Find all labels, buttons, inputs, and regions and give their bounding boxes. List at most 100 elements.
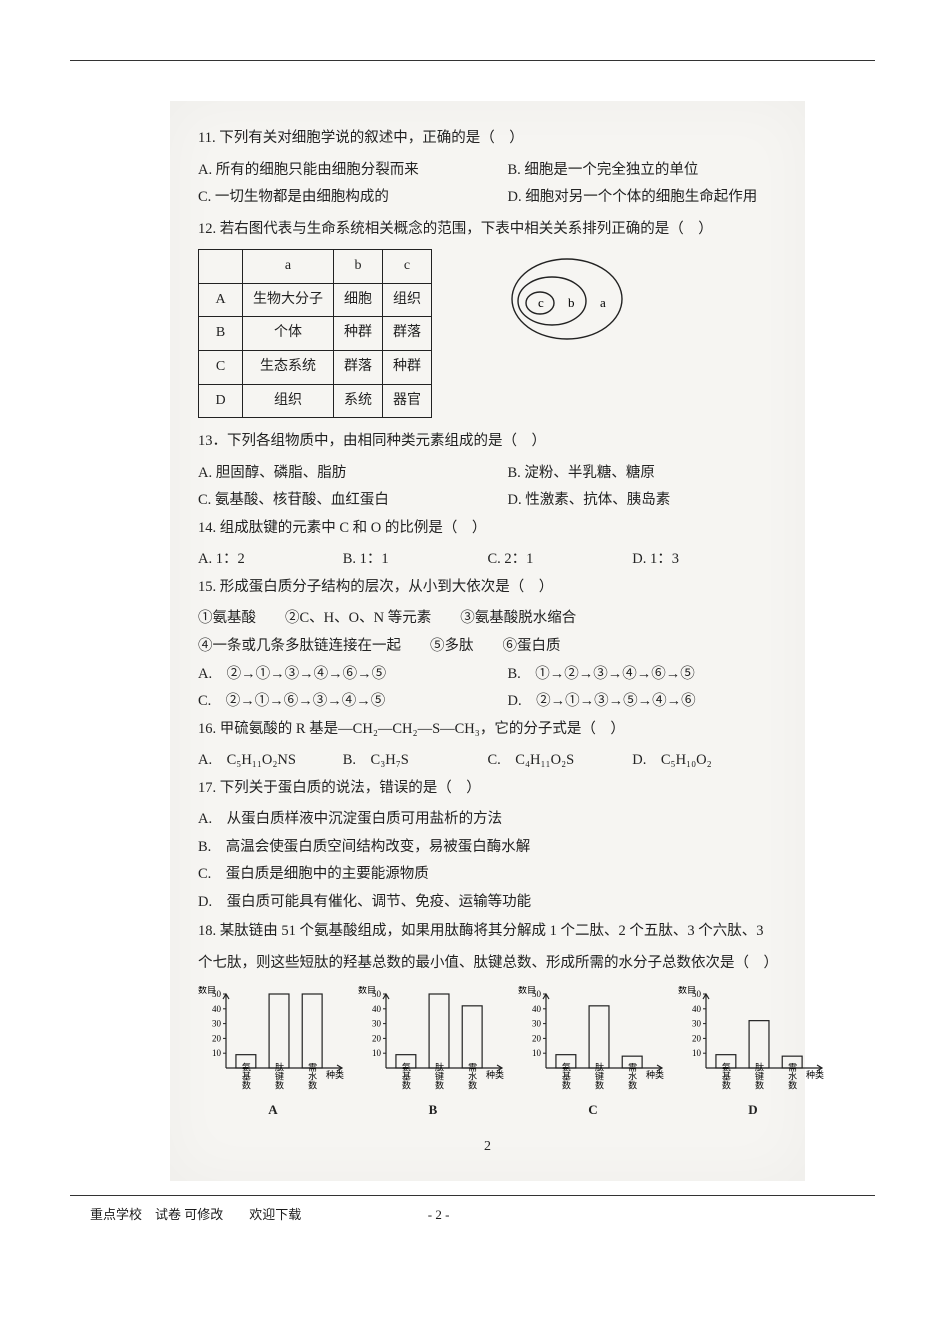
svg-text:10: 10 bbox=[532, 1048, 542, 1058]
q15-r1: A. ②→①→③→④→⑥→⑤ B. ①→②→③→④→⑥→⑤ bbox=[198, 661, 777, 689]
svg-text:40: 40 bbox=[212, 1003, 222, 1013]
q18-charts-row: 1020304050数目种类氨基数肽键数需水数A1020304050数目种类氨基… bbox=[198, 986, 777, 1123]
q12-r2c3: 种群 bbox=[383, 350, 432, 384]
q12-r3c3: 器官 bbox=[383, 384, 432, 418]
svg-text:肽键数: 肽键数 bbox=[594, 1061, 604, 1090]
svg-text:40: 40 bbox=[372, 1003, 382, 1013]
q17-b: B. 高温会使蛋白质空间结构改变，易被蛋白酶水解 bbox=[198, 834, 777, 862]
q14-a: A. 1：2 bbox=[198, 546, 343, 574]
top-rule bbox=[70, 60, 875, 61]
q17-stem: 17. 下列关于蛋白质的说法，错误的是（ ） bbox=[198, 775, 777, 803]
q12-r1c3: 群落 bbox=[383, 317, 432, 351]
q12-r1c0: B bbox=[199, 317, 243, 351]
q11-opt-d: D. 细胞对另一个个体的细胞生命起作用 bbox=[508, 184, 778, 212]
svg-text:数目: 数目 bbox=[198, 986, 216, 995]
q12-r0c3: 组织 bbox=[383, 283, 432, 317]
q13-c: C. 氨基酸、核苷酸、血红蛋白 bbox=[198, 487, 468, 515]
q12-row-a: A 生物大分子 细胞 组织 bbox=[199, 283, 432, 317]
q15-a: A. ②→①→③→④→⑥→⑤ bbox=[198, 661, 468, 689]
svg-text:种类: 种类 bbox=[326, 1069, 344, 1080]
q13-d: D. 性激素、抗体、胰岛素 bbox=[508, 487, 778, 515]
q15-d: D. ②→①→③→⑤→④→⑥ bbox=[508, 688, 778, 716]
q15-line1: ①氨基酸 ②C、H、O、N 等元素 ③氨基酸脱水缩合 bbox=[198, 605, 777, 633]
scanned-exam-area: 11. 下列有关对细胞学说的叙述中，正确的是（ ） A. 所有的细胞只能由细胞分… bbox=[170, 101, 805, 1181]
q11-options-row1: A. 所有的细胞只能由细胞分裂而来 B. 细胞是一个完全独立的单位 bbox=[198, 157, 777, 185]
q11-stem: 11. 下列有关对细胞学说的叙述中，正确的是（ ） bbox=[198, 125, 777, 153]
svg-text:数目: 数目 bbox=[358, 986, 376, 995]
q18-stem1: 18. 某肽链由 51 个氨基酸组成，如果用肽酶将其分解成 1 个二肽、2 个五… bbox=[198, 918, 777, 946]
q17-a: A. 从蛋白质样液中沉淀蛋白质可用盐析的方法 bbox=[198, 806, 777, 834]
q18-chart-label-a: A bbox=[198, 1098, 348, 1123]
q17-d: D. 蛋白质可能具有催化、调节、免疫、运输等功能 bbox=[198, 889, 777, 917]
q15-stem: 15. 形成蛋白质分子结构的层次，从小到大依次是（ ） bbox=[198, 574, 777, 602]
q12-r3c1: 组织 bbox=[243, 384, 334, 418]
q12-r1c2: 种群 bbox=[334, 317, 383, 351]
q18-chart-d: 1020304050数目种类氨基数肽键数需水数D bbox=[678, 986, 828, 1123]
footer-line: 重点学校 试卷 可修改 欢迎下载 - 2 - bbox=[90, 1204, 945, 1223]
q12-r0c1: 生物大分子 bbox=[243, 283, 334, 317]
q16-stem: 16. 甲硫氨酸的 R 基是—CH₂—CH₂—S—CH₃，它的分子式是（ ） bbox=[198, 716, 777, 744]
q18-chart-label-d: D bbox=[678, 1098, 828, 1123]
svg-text:20: 20 bbox=[212, 1033, 222, 1043]
q12-h0 bbox=[199, 250, 243, 284]
svg-text:氨基数: 氨基数 bbox=[401, 1061, 411, 1090]
q12-h1: a bbox=[243, 250, 334, 284]
svg-text:10: 10 bbox=[212, 1048, 222, 1058]
q12-r2c2: 群落 bbox=[334, 350, 383, 384]
q12-row-c: C 生态系统 群落 种群 bbox=[199, 350, 432, 384]
q12-nested-ellipse-diagram: c b a bbox=[482, 249, 642, 349]
svg-text:数目: 数目 bbox=[678, 986, 696, 995]
svg-text:氨基数: 氨基数 bbox=[241, 1061, 251, 1090]
q16-a: A. C₅H₁₁O₂NS bbox=[198, 747, 343, 775]
q14-d: D. 1：3 bbox=[632, 546, 777, 574]
q12-r1c1: 个体 bbox=[243, 317, 334, 351]
q16-d: D. C₅H₁₀O₂ bbox=[632, 747, 777, 775]
label-c: c bbox=[538, 295, 544, 310]
q16-c: C. C₄H₁₁O₂S bbox=[488, 747, 633, 775]
svg-text:30: 30 bbox=[692, 1018, 702, 1028]
q17-c: C. 蛋白质是细胞中的主要能源物质 bbox=[198, 861, 777, 889]
q12-r3c0: D bbox=[199, 384, 243, 418]
page-container: 11. 下列有关对细胞学说的叙述中，正确的是（ ） A. 所有的细胞只能由细胞分… bbox=[0, 0, 945, 1337]
svg-text:种类: 种类 bbox=[646, 1069, 664, 1080]
svg-text:肽键数: 肽键数 bbox=[434, 1061, 444, 1090]
bottom-rule bbox=[70, 1195, 875, 1196]
q12-r2c1: 生态系统 bbox=[243, 350, 334, 384]
svg-text:氨基数: 氨基数 bbox=[561, 1061, 571, 1090]
label-b: b bbox=[568, 295, 575, 310]
svg-text:数目: 数目 bbox=[518, 986, 536, 995]
q16-options: A. C₅H₁₁O₂NS B. C₃H₇S C. C₄H₁₁O₂S D. C₅H… bbox=[198, 747, 777, 775]
svg-text:10: 10 bbox=[692, 1048, 702, 1058]
q14-stem: 14. 组成肽键的元素中 C 和 O 的比例是（ ） bbox=[198, 515, 777, 543]
svg-text:需水数: 需水数 bbox=[787, 1062, 797, 1090]
svg-text:20: 20 bbox=[532, 1033, 542, 1043]
q15-r2: C. ②→①→⑥→③→④→⑤ D. ②→①→③→⑤→④→⑥ bbox=[198, 688, 777, 716]
svg-text:30: 30 bbox=[212, 1018, 222, 1028]
q16-b: B. C₃H₇S bbox=[343, 747, 488, 775]
q11-opt-b: B. 细胞是一个完全独立的单位 bbox=[508, 157, 778, 185]
q12-header-row: a b c bbox=[199, 250, 432, 284]
q14-options: A. 1：2 B. 1：1 C. 2：1 D. 1：3 bbox=[198, 546, 777, 574]
q18-chart-c: 1020304050数目种类氨基数肽键数需水数C bbox=[518, 986, 668, 1123]
footer-pagenum: - 2 - bbox=[428, 1207, 450, 1222]
q18-stem2: 个七肽，则这些短肽的羟基总数的最小值、肽键总数、形成所需的水分子总数依次是（ ） bbox=[198, 950, 777, 978]
q13-b: B. 淀粉、半乳糖、糖原 bbox=[508, 460, 778, 488]
q18-chart-label-b: B bbox=[358, 1098, 508, 1123]
q12-table-and-diagram: a b c A 生物大分子 细胞 组织 B 个体 种群 群落 C bbox=[198, 249, 777, 418]
svg-text:种类: 种类 bbox=[486, 1069, 504, 1080]
svg-text:20: 20 bbox=[372, 1033, 382, 1043]
svg-text:需水数: 需水数 bbox=[467, 1062, 477, 1090]
q14-c: C. 2：1 bbox=[488, 546, 633, 574]
svg-text:肽键数: 肽键数 bbox=[274, 1061, 284, 1090]
q11-opt-a: A. 所有的细胞只能由细胞分裂而来 bbox=[198, 157, 468, 185]
scan-page-number: 2 bbox=[198, 1134, 777, 1161]
q12-r0c2: 细胞 bbox=[334, 283, 383, 317]
q13-a: A. 胆固醇、磷脂、脂肪 bbox=[198, 460, 468, 488]
svg-text:氨基数: 氨基数 bbox=[721, 1061, 731, 1090]
q18-chart-a: 1020304050数目种类氨基数肽键数需水数A bbox=[198, 986, 348, 1123]
svg-text:需水数: 需水数 bbox=[307, 1062, 317, 1090]
q12-h2: b bbox=[334, 250, 383, 284]
q14-b: B. 1：1 bbox=[343, 546, 488, 574]
svg-text:需水数: 需水数 bbox=[627, 1062, 637, 1090]
svg-text:肽键数: 肽键数 bbox=[754, 1061, 764, 1090]
